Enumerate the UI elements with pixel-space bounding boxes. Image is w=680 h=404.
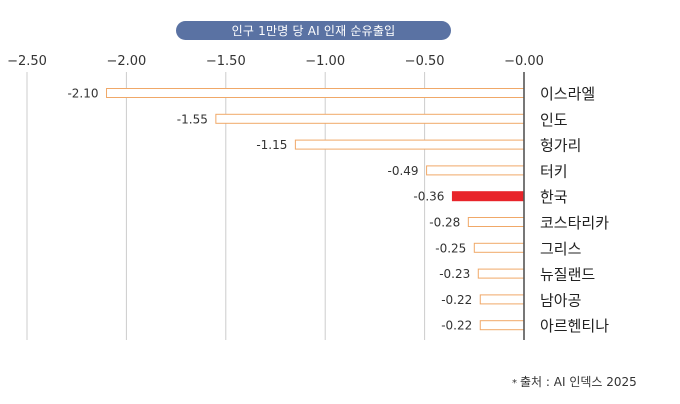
category-label: 뉴질랜드 [540, 266, 595, 284]
chart-title: 인구 1만명 당 AI 인재 순유출입 [231, 24, 396, 38]
bar [479, 294, 525, 305]
bar [426, 165, 525, 176]
data-label: -0.23 [439, 267, 470, 281]
bar [473, 242, 525, 253]
category-label: 한국 [540, 188, 568, 206]
data-label: -0.49 [388, 164, 419, 178]
bar [451, 191, 525, 202]
category-label: 이스라엘 [540, 85, 595, 103]
data-label: -0.22 [441, 293, 472, 307]
x-tick-label: −1.00 [305, 54, 345, 69]
source-star: * [512, 378, 517, 389]
bar [467, 217, 525, 227]
category-label: 터키 [540, 162, 568, 180]
category-label: 남아공 [540, 291, 581, 309]
x-tick-label: −0.00 [504, 54, 544, 69]
source-text: 출처 : AI 인덱스 2025 [520, 375, 637, 389]
category-label: 헝가리 [540, 137, 581, 155]
bar [477, 268, 525, 279]
bar [215, 113, 525, 124]
data-label: -0.36 [413, 190, 444, 204]
bar [479, 320, 525, 331]
x-tick-label: −2.50 [7, 54, 47, 69]
source-note: * 출처 : AI 인덱스 2025 [512, 373, 637, 390]
category-label: 그리스 [540, 240, 582, 258]
x-tick-label: −0.50 [405, 54, 445, 69]
category-label: 인도 [540, 111, 568, 129]
data-label: -0.28 [429, 216, 460, 230]
data-label: -1.55 [177, 112, 208, 126]
x-tick-label: −1.50 [206, 54, 246, 69]
data-label: -2.10 [67, 87, 98, 101]
data-label: -1.15 [256, 138, 287, 152]
data-label: -0.25 [435, 241, 466, 255]
category-label: 아르헨티나 [540, 317, 609, 335]
bar [294, 139, 525, 150]
title-pill: 인구 1만명 당 AI 인재 순유출입 [176, 21, 451, 40]
bar [106, 88, 525, 98]
x-tick-label: −2.00 [106, 54, 146, 69]
category-label: 코스타리카 [540, 214, 609, 232]
data-label: -0.22 [441, 319, 472, 333]
